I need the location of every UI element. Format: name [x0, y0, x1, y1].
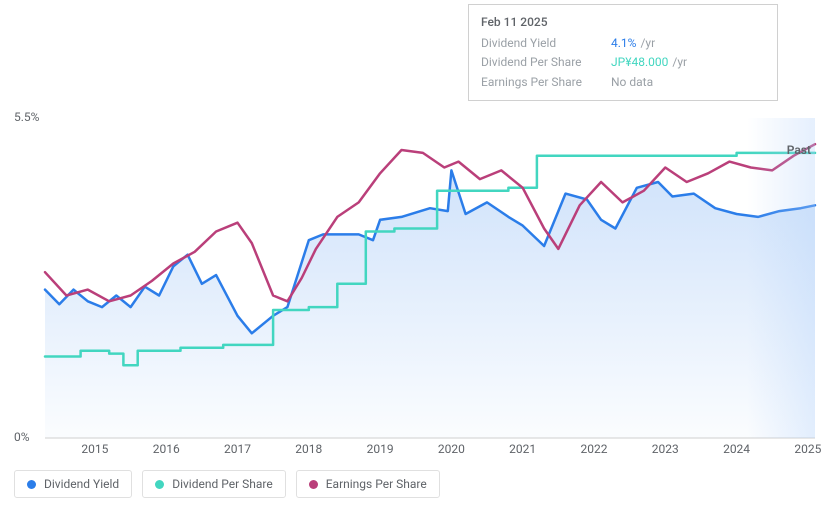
tooltip-row-label: Dividend Yield [481, 34, 611, 53]
legend-item-dividend-per-share[interactable]: Dividend Per Share [142, 470, 286, 498]
tooltip-row: Dividend Per ShareJP¥48.000/yr [481, 53, 765, 72]
x-axis-tick: 2018 [295, 442, 322, 456]
tooltip-row-value: No data [611, 73, 653, 92]
x-axis-tick: 2020 [438, 442, 465, 456]
x-axis-tick: 2023 [652, 442, 679, 456]
tooltip-row-suffix: /yr [640, 34, 655, 53]
x-axis-tick: 2017 [224, 442, 251, 456]
legend-dot-icon [27, 480, 36, 489]
chart-legend: Dividend Yield Dividend Per Share Earnings… [14, 470, 440, 498]
legend-dot-icon [155, 480, 164, 489]
x-axis-ticks: 2015 2016 2017 2018 2019 2020 2021 2022 2023 2024… [45, 442, 815, 460]
chart-plot[interactable]: Past [45, 118, 815, 438]
x-axis-tick: 2024 [723, 442, 750, 456]
dividend-yield-area [45, 170, 815, 438]
tooltip-row-suffix: /yr [672, 53, 687, 72]
x-axis-tick: 2019 [367, 442, 394, 456]
chart-area: 5.5% 0% Past 2015 2016 2017 2018 2019 2020 202… [0, 110, 821, 460]
tooltip-row-value: 4.1% [611, 34, 636, 53]
x-axis-tick: 2015 [81, 442, 108, 456]
tooltip-date: Feb 11 2025 [481, 13, 765, 32]
x-axis-tick: 2016 [153, 442, 180, 456]
tooltip-row-value: JP¥48.000 [611, 53, 668, 72]
x-axis-tick: 2022 [580, 442, 607, 456]
y-axis-label-max: 5.5% [14, 110, 39, 124]
legend-item-label: Dividend Yield [44, 477, 119, 491]
past-boundary-label: Past [787, 143, 811, 157]
chart-tooltip: Feb 11 2025 Dividend Yield4.1%/yrDividen… [468, 4, 778, 101]
x-axis-tick: 2021 [509, 442, 536, 456]
legend-item-label: Dividend Per Share [172, 477, 273, 491]
tooltip-row: Earnings Per ShareNo data [481, 73, 765, 92]
legend-item-label: Earnings Per Share [326, 477, 427, 491]
y-axis-label-min: 0% [14, 430, 30, 444]
tooltip-row-label: Dividend Per Share [481, 53, 611, 72]
tooltip-row: Dividend Yield4.1% /yr [481, 34, 765, 53]
legend-item-dividend-yield[interactable]: Dividend Yield [14, 470, 132, 498]
legend-item-earnings-per-share[interactable]: Earnings Per Share [296, 470, 440, 498]
x-axis-tick: 2025 [794, 442, 821, 456]
tooltip-row-label: Earnings Per Share [481, 73, 611, 92]
legend-dot-icon [309, 480, 318, 489]
